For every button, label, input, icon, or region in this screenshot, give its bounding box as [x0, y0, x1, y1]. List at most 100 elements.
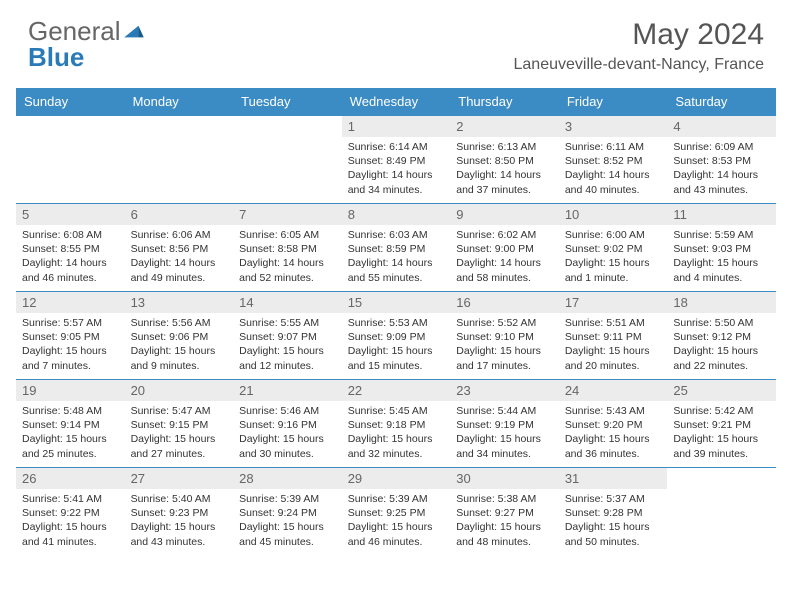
location: Laneuveville-devant-Nancy, France [514, 56, 765, 74]
day-number: 1 [342, 116, 451, 137]
calendar-row: 12Sunrise: 5:57 AMSunset: 9:05 PMDayligh… [16, 292, 776, 380]
day-number: 27 [125, 468, 234, 489]
day-content: Sunrise: 5:52 AMSunset: 9:10 PMDaylight:… [450, 313, 559, 377]
day-header: Tuesday [233, 88, 342, 116]
calendar-cell: 13Sunrise: 5:56 AMSunset: 9:06 PMDayligh… [125, 292, 234, 380]
day-number: 26 [16, 468, 125, 489]
calendar-cell: 12Sunrise: 5:57 AMSunset: 9:05 PMDayligh… [16, 292, 125, 380]
day-content: Sunrise: 5:38 AMSunset: 9:27 PMDaylight:… [450, 489, 559, 553]
day-number: 18 [667, 292, 776, 313]
calendar-cell: 14Sunrise: 5:55 AMSunset: 9:07 PMDayligh… [233, 292, 342, 380]
month-title: May 2024 [514, 18, 765, 52]
day-content: Sunrise: 5:47 AMSunset: 9:15 PMDaylight:… [125, 401, 234, 465]
day-content: Sunrise: 5:50 AMSunset: 9:12 PMDaylight:… [667, 313, 776, 377]
day-number: 16 [450, 292, 559, 313]
calendar-body: 1Sunrise: 6:14 AMSunset: 8:49 PMDaylight… [16, 116, 776, 556]
calendar-cell: 17Sunrise: 5:51 AMSunset: 9:11 PMDayligh… [559, 292, 668, 380]
day-number: 12 [16, 292, 125, 313]
calendar-cell: 18Sunrise: 5:50 AMSunset: 9:12 PMDayligh… [667, 292, 776, 380]
day-content: Sunrise: 5:45 AMSunset: 9:18 PMDaylight:… [342, 401, 451, 465]
calendar-cell: 2Sunrise: 6:13 AMSunset: 8:50 PMDaylight… [450, 116, 559, 204]
calendar-cell [125, 116, 234, 204]
title-block: May 2024 Laneuveville-devant-Nancy, Fran… [514, 18, 765, 74]
calendar-cell: 30Sunrise: 5:38 AMSunset: 9:27 PMDayligh… [450, 468, 559, 556]
calendar-cell: 28Sunrise: 5:39 AMSunset: 9:24 PMDayligh… [233, 468, 342, 556]
day-number: 11 [667, 204, 776, 225]
calendar-cell: 3Sunrise: 6:11 AMSunset: 8:52 PMDaylight… [559, 116, 668, 204]
day-header: Sunday [16, 88, 125, 116]
day-header-row: SundayMondayTuesdayWednesdayThursdayFrid… [16, 88, 776, 116]
calendar-row: 5Sunrise: 6:08 AMSunset: 8:55 PMDaylight… [16, 204, 776, 292]
calendar-cell: 19Sunrise: 5:48 AMSunset: 9:14 PMDayligh… [16, 380, 125, 468]
day-number: 5 [16, 204, 125, 225]
calendar-cell: 22Sunrise: 5:45 AMSunset: 9:18 PMDayligh… [342, 380, 451, 468]
day-content: Sunrise: 5:46 AMSunset: 9:16 PMDaylight:… [233, 401, 342, 465]
calendar-cell: 20Sunrise: 5:47 AMSunset: 9:15 PMDayligh… [125, 380, 234, 468]
day-number: 19 [16, 380, 125, 401]
day-number: 13 [125, 292, 234, 313]
calendar-table: SundayMondayTuesdayWednesdayThursdayFrid… [16, 88, 776, 556]
day-number: 14 [233, 292, 342, 313]
day-content: Sunrise: 6:09 AMSunset: 8:53 PMDaylight:… [667, 137, 776, 201]
day-content: Sunrise: 5:59 AMSunset: 9:03 PMDaylight:… [667, 225, 776, 289]
day-number: 2 [450, 116, 559, 137]
calendar-cell [16, 116, 125, 204]
calendar-cell: 5Sunrise: 6:08 AMSunset: 8:55 PMDaylight… [16, 204, 125, 292]
day-number: 23 [450, 380, 559, 401]
day-number: 4 [667, 116, 776, 137]
day-number: 17 [559, 292, 668, 313]
day-number: 24 [559, 380, 668, 401]
logo-triangle-icon [124, 18, 144, 44]
day-number: 10 [559, 204, 668, 225]
calendar-cell: 26Sunrise: 5:41 AMSunset: 9:22 PMDayligh… [16, 468, 125, 556]
logo: GeneralBlue [28, 18, 144, 70]
calendar-cell: 15Sunrise: 5:53 AMSunset: 9:09 PMDayligh… [342, 292, 451, 380]
day-header: Friday [559, 88, 668, 116]
day-header: Saturday [667, 88, 776, 116]
day-header: Wednesday [342, 88, 451, 116]
calendar-cell: 31Sunrise: 5:37 AMSunset: 9:28 PMDayligh… [559, 468, 668, 556]
calendar-cell: 8Sunrise: 6:03 AMSunset: 8:59 PMDaylight… [342, 204, 451, 292]
day-content: Sunrise: 6:03 AMSunset: 8:59 PMDaylight:… [342, 225, 451, 289]
day-number: 22 [342, 380, 451, 401]
calendar-cell: 23Sunrise: 5:44 AMSunset: 9:19 PMDayligh… [450, 380, 559, 468]
logo-text-blue: Blue [28, 42, 84, 72]
header: GeneralBlue May 2024 Laneuveville-devant… [0, 0, 792, 80]
day-number: 28 [233, 468, 342, 489]
day-number: 20 [125, 380, 234, 401]
calendar-cell: 11Sunrise: 5:59 AMSunset: 9:03 PMDayligh… [667, 204, 776, 292]
day-content: Sunrise: 6:13 AMSunset: 8:50 PMDaylight:… [450, 137, 559, 201]
day-content: Sunrise: 5:57 AMSunset: 9:05 PMDaylight:… [16, 313, 125, 377]
day-content: Sunrise: 5:51 AMSunset: 9:11 PMDaylight:… [559, 313, 668, 377]
day-header: Monday [125, 88, 234, 116]
day-number: 3 [559, 116, 668, 137]
calendar-row: 19Sunrise: 5:48 AMSunset: 9:14 PMDayligh… [16, 380, 776, 468]
day-number: 30 [450, 468, 559, 489]
calendar-cell: 21Sunrise: 5:46 AMSunset: 9:16 PMDayligh… [233, 380, 342, 468]
day-number: 31 [559, 468, 668, 489]
calendar-cell [233, 116, 342, 204]
calendar-row: 26Sunrise: 5:41 AMSunset: 9:22 PMDayligh… [16, 468, 776, 556]
day-content: Sunrise: 5:56 AMSunset: 9:06 PMDaylight:… [125, 313, 234, 377]
calendar-cell: 1Sunrise: 6:14 AMSunset: 8:49 PMDaylight… [342, 116, 451, 204]
day-content: Sunrise: 5:53 AMSunset: 9:09 PMDaylight:… [342, 313, 451, 377]
calendar-cell: 16Sunrise: 5:52 AMSunset: 9:10 PMDayligh… [450, 292, 559, 380]
day-content: Sunrise: 6:11 AMSunset: 8:52 PMDaylight:… [559, 137, 668, 201]
day-content: Sunrise: 6:06 AMSunset: 8:56 PMDaylight:… [125, 225, 234, 289]
day-content: Sunrise: 5:37 AMSunset: 9:28 PMDaylight:… [559, 489, 668, 553]
day-number: 21 [233, 380, 342, 401]
day-number: 15 [342, 292, 451, 313]
day-content: Sunrise: 6:05 AMSunset: 8:58 PMDaylight:… [233, 225, 342, 289]
day-number: 6 [125, 204, 234, 225]
day-content: Sunrise: 5:44 AMSunset: 9:19 PMDaylight:… [450, 401, 559, 465]
calendar-cell: 29Sunrise: 5:39 AMSunset: 9:25 PMDayligh… [342, 468, 451, 556]
day-number: 9 [450, 204, 559, 225]
day-content: Sunrise: 5:40 AMSunset: 9:23 PMDaylight:… [125, 489, 234, 553]
day-content: Sunrise: 6:08 AMSunset: 8:55 PMDaylight:… [16, 225, 125, 289]
day-content: Sunrise: 6:02 AMSunset: 9:00 PMDaylight:… [450, 225, 559, 289]
day-number: 29 [342, 468, 451, 489]
calendar-cell: 7Sunrise: 6:05 AMSunset: 8:58 PMDaylight… [233, 204, 342, 292]
day-content: Sunrise: 5:43 AMSunset: 9:20 PMDaylight:… [559, 401, 668, 465]
day-number: 25 [667, 380, 776, 401]
day-content: Sunrise: 5:41 AMSunset: 9:22 PMDaylight:… [16, 489, 125, 553]
